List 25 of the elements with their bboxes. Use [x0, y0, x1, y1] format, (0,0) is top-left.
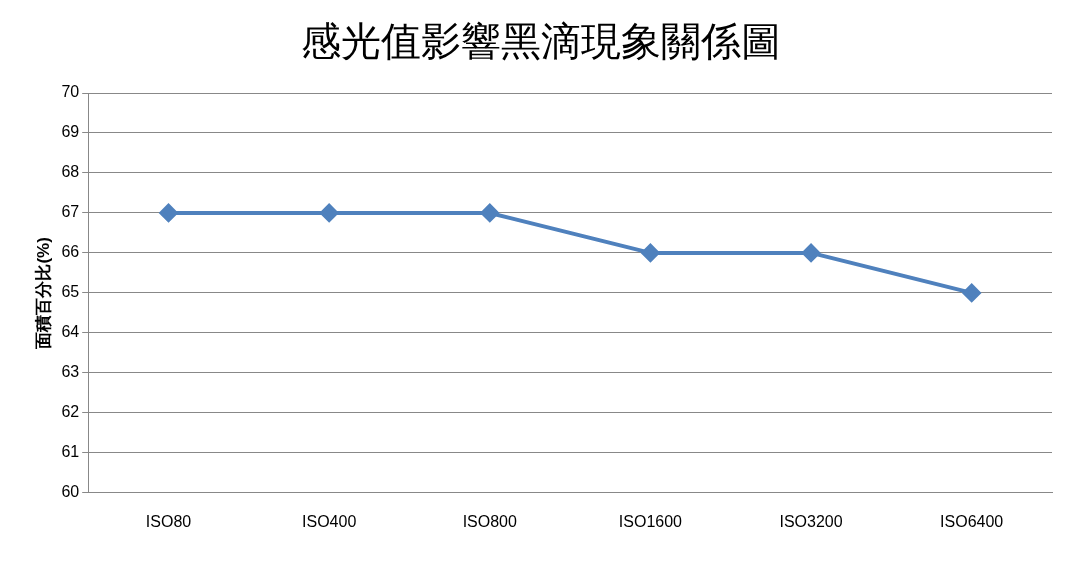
x-tick-label: ISO1600: [618, 512, 683, 530]
y-tick-label: 61: [61, 443, 80, 461]
y-tick-label: 70: [61, 83, 80, 101]
point: [641, 243, 660, 262]
x-tick-label: ISO800: [462, 512, 518, 530]
x-tick-label: ISO6400: [940, 512, 1004, 530]
y-tick-label: 67: [61, 203, 80, 221]
y-tick-label: 65: [61, 283, 80, 301]
x-tick-label: ISO80: [145, 512, 192, 530]
x-tick-label: ISO3200: [779, 512, 843, 530]
y-axis-title: 面積百分比(%): [33, 237, 53, 350]
y-tick-label: 62: [61, 403, 80, 421]
point: [962, 283, 981, 302]
y-tick-label: 60: [61, 483, 80, 501]
chart-title: 感光值影響黑滴現象關係圖: [301, 19, 781, 64]
point: [480, 203, 499, 222]
y-tick-label: 64: [61, 323, 80, 341]
y-tick-label: 66: [61, 243, 80, 261]
point: [320, 203, 339, 222]
y-tick-label: 68: [61, 163, 80, 181]
point: [802, 243, 821, 262]
x-tick-label: ISO400: [302, 512, 357, 530]
y-tick-label: 69: [61, 123, 80, 141]
y-tick-label: 63: [61, 363, 80, 381]
point: [159, 203, 178, 222]
